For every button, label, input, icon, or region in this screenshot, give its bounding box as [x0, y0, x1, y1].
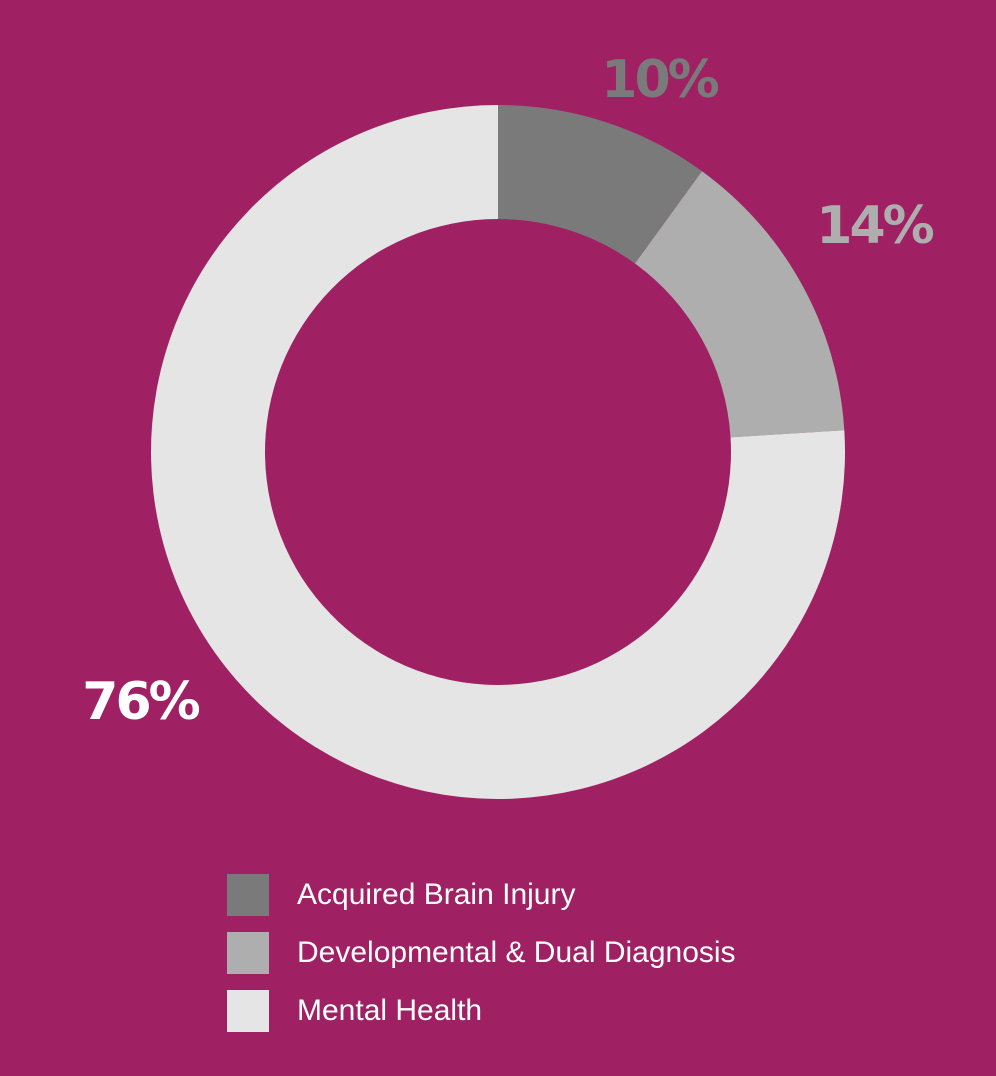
donut-slice-2	[634, 171, 845, 438]
donut-slice-3	[150, 105, 845, 800]
legend-label-2: Developmental & Dual Diagnosis	[297, 936, 736, 969]
slice-percent-label-3: 76%	[82, 672, 199, 732]
legend-label-1: Acquired Brain Injury	[297, 878, 575, 911]
legend-swatch-3	[227, 990, 269, 1032]
slice-percent-label-2: 14%	[816, 196, 933, 256]
donut-slice-1	[498, 105, 702, 264]
legend-label-3: Mental Health	[297, 994, 482, 1027]
legend: Acquired Brain Injury Developmental & Dua…	[227, 874, 736, 1032]
slice-percent-label-1: 10%	[601, 50, 718, 110]
legend-swatch-1	[227, 874, 269, 916]
legend-swatch-2	[227, 932, 269, 974]
